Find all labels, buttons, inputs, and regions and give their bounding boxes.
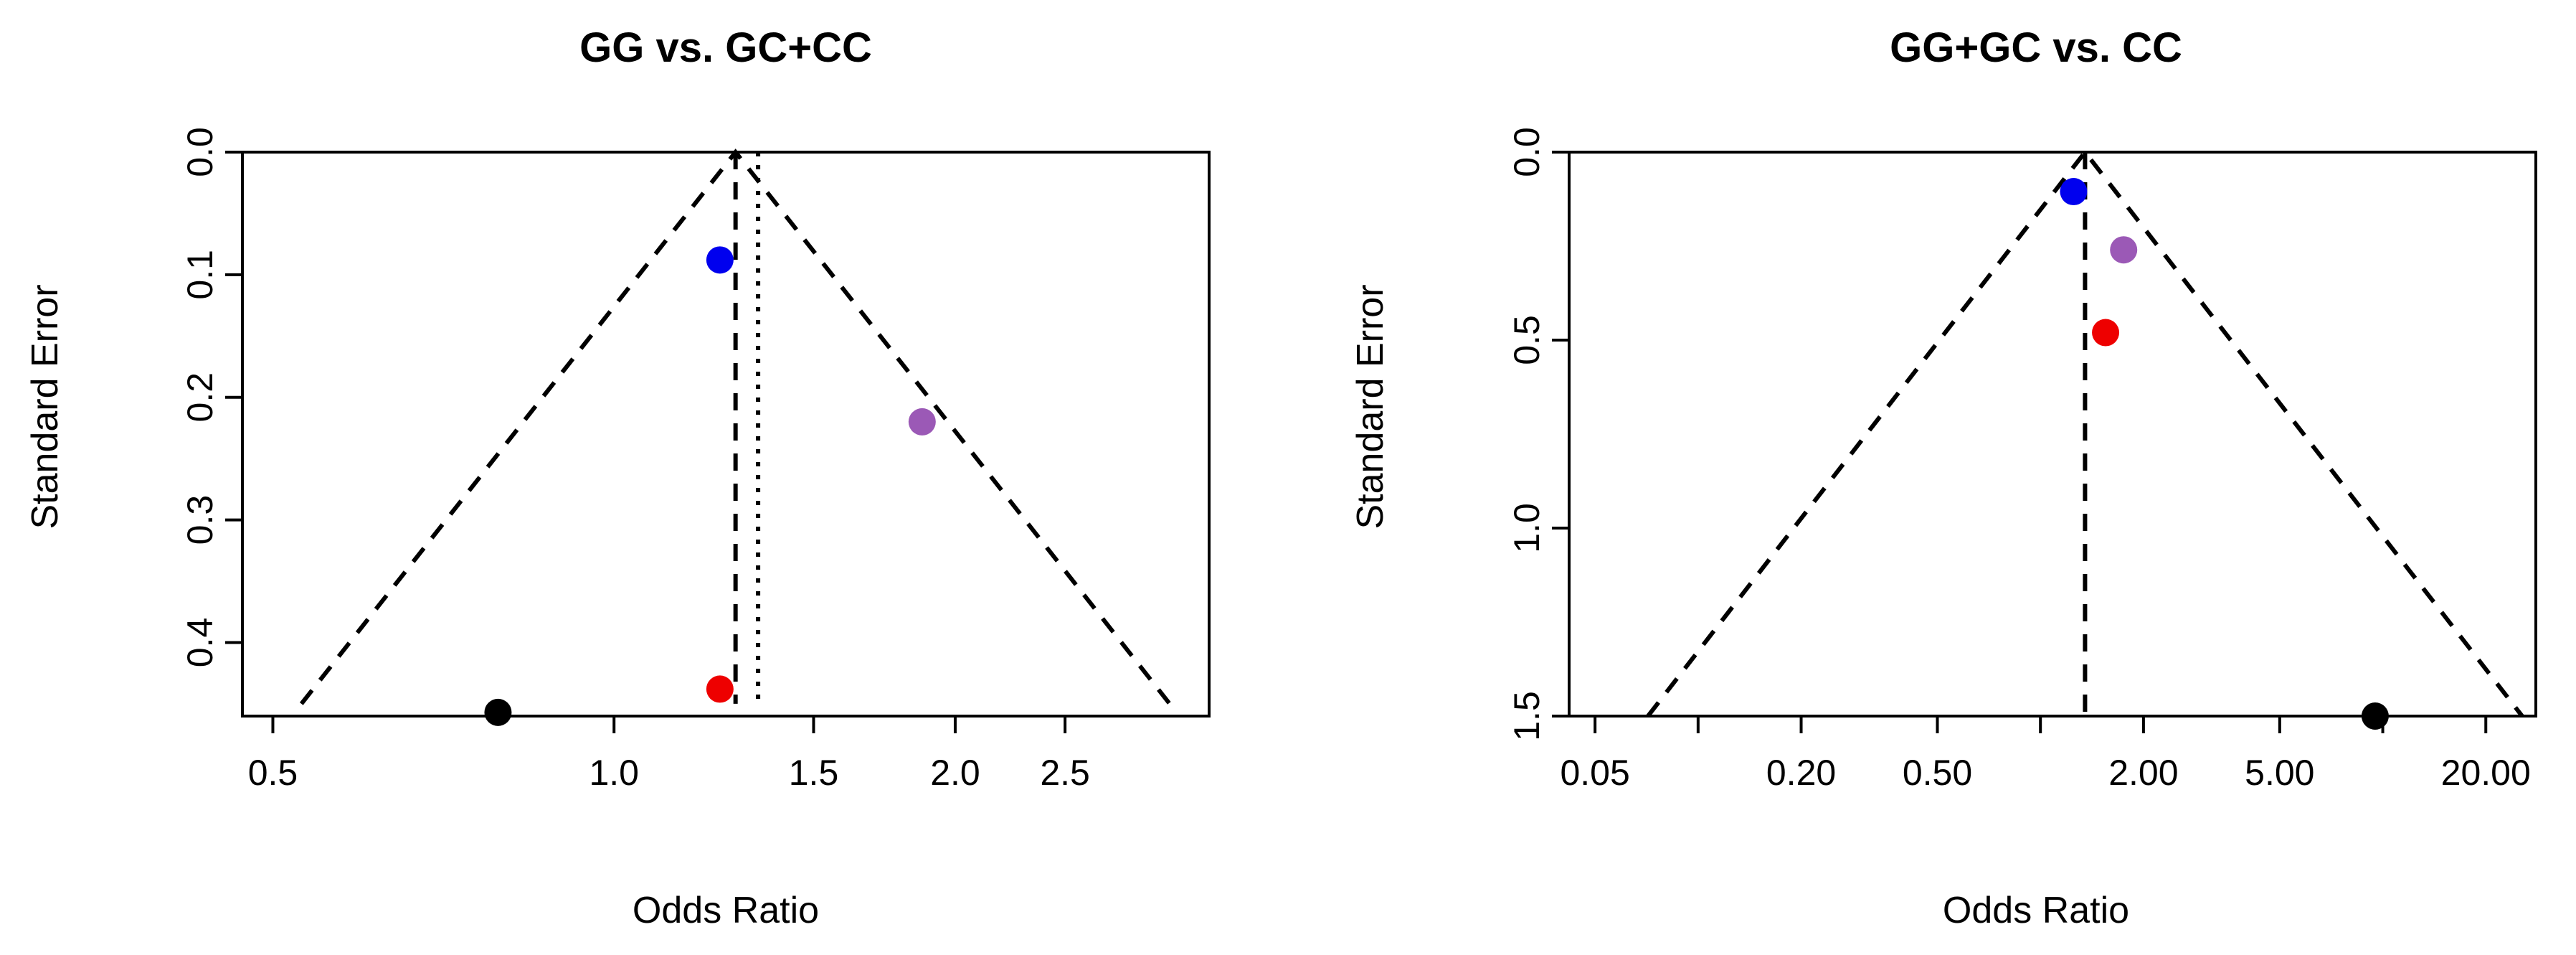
x-tick-label: 0.5 — [248, 753, 298, 793]
y-tick-label: 0.0 — [1507, 127, 1547, 177]
study-point — [2361, 702, 2389, 730]
funnel-plot-left: GG vs. GC+CC Odds Ratio Standard Error 0… — [24, 24, 1211, 931]
funnel-outline — [1646, 149, 2524, 718]
x-tick-label: 0.50 — [1903, 753, 1972, 793]
y-tick-label: 1.5 — [1507, 691, 1547, 741]
x-tick-label: 2.5 — [1040, 753, 1090, 793]
chart-title: GG vs. GC+CC — [579, 24, 872, 71]
y-tick-label: 0.3 — [180, 495, 220, 545]
y-tick-label: 0.5 — [1507, 315, 1547, 365]
y-axis: 0.0 0.5 1.0 1.5 — [1507, 127, 1571, 741]
x-tick-label: 1.0 — [589, 753, 639, 793]
study-point — [706, 246, 734, 274]
funnel-marks — [1646, 149, 2524, 730]
x-axis: 0.5 1.0 1.5 2.0 2.5 — [248, 715, 1090, 793]
y-axis: 0.0 0.1 0.2 0.3 0.4 — [180, 127, 244, 668]
y-axis-title: Standard Error — [24, 284, 66, 529]
y-tick-label: 0.0 — [180, 127, 220, 177]
study-point — [706, 675, 734, 703]
x-axis-title: Odds Ratio — [633, 890, 819, 931]
y-tick-label: 0.1 — [180, 250, 220, 300]
study-point — [2092, 319, 2120, 347]
x-axis-title: Odds Ratio — [1943, 890, 2129, 931]
y-tick-label: 0.2 — [180, 372, 220, 423]
funnel-marks — [299, 149, 1172, 726]
x-tick-label: 1.5 — [789, 753, 839, 793]
x-tick-label: 2.0 — [930, 753, 980, 793]
x-tick-label: 5.00 — [2245, 753, 2314, 793]
study-point — [2060, 178, 2088, 206]
study-point — [2110, 236, 2138, 264]
study-point — [908, 408, 936, 436]
x-tick-label: 2.00 — [2108, 753, 2178, 793]
funnel-plot-right: GG+GC vs. CC Odds Ratio Standard Error 0… — [1350, 24, 2537, 931]
plot-frame — [241, 151, 1211, 718]
study-point — [484, 698, 512, 726]
chart-title: GG+GC vs. CC — [1890, 24, 2182, 71]
y-axis-title: Standard Error — [1350, 284, 1391, 529]
y-tick-label: 1.0 — [1507, 503, 1547, 553]
x-tick-label: 0.05 — [1560, 753, 1629, 793]
x-tick-label: 20.00 — [2441, 753, 2531, 793]
x-axis: 0.05 0.20 0.50 2.00 5.00 20.00 — [1560, 715, 2531, 793]
y-tick-label: 0.4 — [180, 618, 220, 668]
x-tick-label: 0.20 — [1766, 753, 1836, 793]
